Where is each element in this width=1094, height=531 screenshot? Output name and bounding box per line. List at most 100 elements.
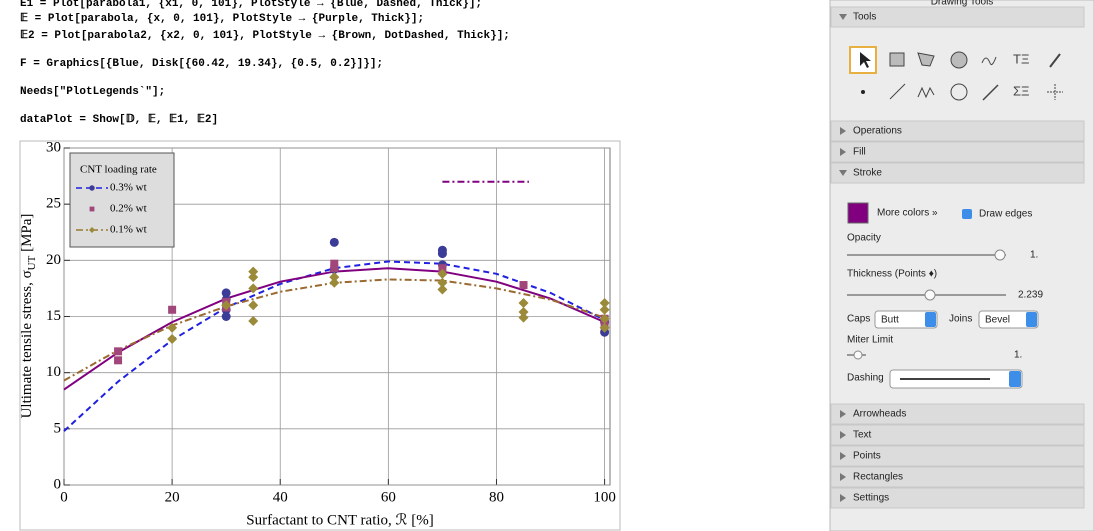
panel-title: Drawing Tools [931, 0, 994, 8]
slider-value: 2.239 [1018, 290, 1043, 301]
marker [329, 237, 339, 247]
disclosure-icon [840, 148, 846, 156]
x-axis-label: Surfactant to CNT ratio, ℛ [%] [246, 512, 433, 528]
marker [330, 259, 339, 268]
legend-label: 0.3% wt [110, 182, 147, 194]
marker [329, 277, 340, 288]
code-line: E1 = Plot[parabola1, {x1, 0, 101}, PlotS… [20, 0, 482, 10]
circle-tool[interactable] [950, 83, 968, 101]
disclosure-icon [840, 494, 846, 502]
section-label: Operations [853, 126, 902, 137]
miter-label: Miter Limit [847, 335, 893, 346]
marker [437, 277, 448, 288]
pick-tool[interactable] [1049, 53, 1061, 68]
disclosure-icon [839, 14, 847, 20]
fit-curve [63, 260, 606, 432]
crosshair-tool[interactable] [1047, 84, 1063, 100]
section-label: Tools [853, 12, 876, 23]
code-line: F = Graphics[{Blue, Disk[{60.42, 19.34},… [20, 58, 383, 70]
y-axis-label-part: UT [26, 255, 38, 270]
marker [518, 312, 529, 323]
polyline-tool[interactable] [917, 86, 935, 99]
marker [167, 333, 178, 344]
y-tick-label: 20 [46, 252, 61, 268]
marker [89, 227, 95, 233]
section-label: Points [853, 451, 881, 462]
section-label: Rectangles [853, 472, 903, 483]
section-header[interactable] [830, 6, 1085, 28]
line-tool[interactable] [889, 83, 906, 100]
caps-label: Caps [847, 314, 870, 325]
disclosure-icon [840, 431, 846, 439]
disclosure-icon [840, 127, 846, 135]
slider-knob[interactable] [924, 289, 936, 301]
color-swatch[interactable] [847, 202, 869, 224]
marker [114, 356, 123, 365]
code-line: dataPlot = Show[𝔻, 𝔼, 𝔼1, 𝔼2] [20, 113, 218, 126]
section-header[interactable] [830, 403, 1085, 425]
marker [114, 347, 123, 356]
polygon-tool[interactable] [917, 52, 935, 67]
section-label: Fill [853, 147, 866, 158]
marker [248, 300, 259, 311]
section-header[interactable] [830, 120, 1085, 142]
code-line: Needs["PlotLegends`"]; [20, 86, 165, 98]
slider-knob[interactable] [853, 350, 863, 360]
marker [248, 272, 259, 283]
arrow-line-tool[interactable] [982, 84, 999, 101]
marker [518, 298, 529, 309]
thickness-label: Thickness (Points ♦) [847, 269, 937, 280]
marker [437, 268, 448, 279]
disclosure-icon [840, 410, 846, 418]
section-header[interactable] [830, 466, 1085, 488]
marker [248, 283, 259, 294]
point-tool[interactable] [861, 90, 865, 94]
rect-tool[interactable] [889, 52, 905, 67]
popup[interactable] [978, 310, 1039, 329]
disclosure-icon [839, 170, 847, 176]
marker [330, 264, 339, 273]
slider-value: 1. [1014, 350, 1022, 361]
y-tick-label: 10 [46, 364, 61, 380]
y-tick-label: 5 [54, 420, 62, 436]
y-axis-label-part: Ultimate tensile stress, σ [19, 270, 35, 418]
marker [599, 304, 610, 315]
marker [599, 322, 610, 333]
popup-arrow [1009, 371, 1021, 387]
section-label: Settings [853, 493, 889, 504]
checkbox[interactable] [962, 209, 972, 219]
selection-box [19, 140, 621, 531]
marker [329, 272, 340, 283]
marker [248, 266, 259, 277]
popup[interactable] [874, 310, 938, 329]
legend-label: 0.2% wt [110, 203, 147, 215]
marker [167, 322, 178, 333]
x-tick-label: 100 [593, 489, 616, 505]
y-axis-label-part: [MPa] [19, 214, 35, 256]
slider-knob[interactable] [994, 249, 1006, 261]
disk-tool[interactable] [950, 51, 968, 69]
formula-tool[interactable]: ΣΞ [1013, 83, 1030, 98]
x-tick-label: 0 [60, 489, 68, 505]
section-header[interactable] [830, 141, 1085, 163]
marker [248, 315, 259, 326]
y-tick-label: 25 [46, 196, 61, 212]
slider-value: 1. [1030, 250, 1038, 261]
disclosure-icon [840, 473, 846, 481]
section-header[interactable] [830, 445, 1085, 467]
x-tick-label: 60 [381, 489, 396, 505]
opacity-label: Opacity [847, 233, 881, 244]
draw-edges: Draw edges [979, 209, 1032, 220]
section-header[interactable] [830, 487, 1085, 509]
more-colors[interactable]: More colors » [877, 208, 938, 219]
curve-tool[interactable] [981, 56, 997, 65]
text-tool[interactable]: TΞ [1013, 51, 1029, 66]
popup-arrow [1026, 312, 1037, 327]
arrow-tool[interactable] [860, 52, 871, 68]
y-tick-label: 0 [54, 476, 62, 492]
marker [168, 305, 177, 314]
section-label: Stroke [853, 168, 882, 179]
section-header[interactable] [830, 162, 1085, 184]
marker [599, 298, 610, 309]
section-header[interactable] [830, 424, 1085, 446]
